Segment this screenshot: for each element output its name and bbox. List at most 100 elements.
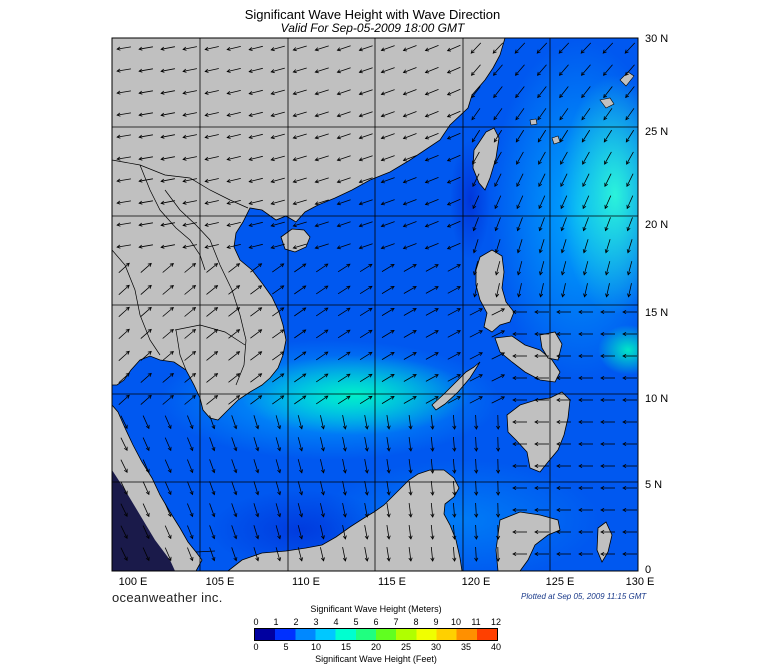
wave-arrow-shaft xyxy=(539,239,545,253)
wave-arrow-shaft xyxy=(253,547,259,561)
wave-arrow-head xyxy=(248,201,253,205)
wave-arrow-head xyxy=(277,513,282,518)
wave-arrow-head xyxy=(189,468,194,474)
wave-arrow-shaft xyxy=(515,64,525,76)
wave-arrow-head xyxy=(538,160,542,165)
wave-arrow-head xyxy=(578,507,583,513)
wave-arrow-shaft xyxy=(140,329,152,339)
wave-arrow-head xyxy=(516,227,521,232)
wave-arrow-shaft xyxy=(183,244,197,248)
wave-arrow-shaft xyxy=(408,437,412,451)
wave-arrow-head xyxy=(346,395,351,400)
wave-arrow-head xyxy=(336,91,341,96)
wave-arrow-head xyxy=(346,307,351,312)
wave-arrow-head xyxy=(138,222,143,227)
wave-arrow-shaft xyxy=(209,437,215,451)
wave-arrow-shaft xyxy=(294,351,306,361)
wave-maximum-ph-east xyxy=(598,325,638,375)
wave-arrow-head xyxy=(624,49,629,54)
wave-arrow-shaft xyxy=(315,67,329,73)
wave-arrow-head xyxy=(145,490,150,496)
wave-arrow-head xyxy=(321,469,325,474)
wave-arrow-head xyxy=(280,329,285,334)
wave-arrow-head xyxy=(496,425,501,430)
wave-arrow-head xyxy=(147,284,152,289)
wave-arrow-shaft xyxy=(337,133,351,139)
wave-arrow-head xyxy=(402,223,407,228)
wave-arrow-head xyxy=(314,91,319,96)
wave-arrow-head xyxy=(452,447,457,452)
wave-arrow-head xyxy=(169,350,174,355)
wave-arrow-shaft xyxy=(447,242,461,250)
wave-arrow-shaft xyxy=(403,111,417,117)
wave-arrow-shaft xyxy=(516,151,524,165)
wave-arrow-head xyxy=(342,447,347,452)
wave-arrow-shaft xyxy=(184,373,196,383)
wave-arrow-shaft xyxy=(162,307,174,317)
wave-arrow-head xyxy=(512,441,517,447)
wave-arrow-shaft xyxy=(161,134,175,138)
wave-arrow-shaft xyxy=(582,195,590,209)
wave-arrow-shaft xyxy=(293,133,307,139)
wave-arrow-head xyxy=(380,69,385,74)
wave-arrow-head xyxy=(625,138,630,143)
wave-arrow-head xyxy=(408,425,413,430)
wave-arrow-shaft xyxy=(293,221,307,227)
wave-arrow-shaft xyxy=(183,222,197,226)
wave-arrow-shaft xyxy=(228,329,240,339)
wave-arrow-shaft xyxy=(206,307,218,317)
wave-arrow-shaft xyxy=(275,437,281,451)
wave-arrow-shaft xyxy=(425,199,439,205)
wave-arrow-head xyxy=(478,308,483,312)
wave-arrow-head xyxy=(386,513,391,518)
wave-arrow-head xyxy=(539,271,543,276)
wave-arrow-head xyxy=(160,112,165,117)
wave-arrow-shaft xyxy=(294,329,306,339)
wave-arrow-shaft xyxy=(359,307,373,317)
wave-arrow-head xyxy=(578,397,583,403)
wave-arrow-head xyxy=(495,293,500,298)
wave-arrow-head xyxy=(191,262,197,267)
wave-arrow-shaft xyxy=(582,151,590,165)
wave-arrow-head xyxy=(302,307,307,312)
wave-arrow-head xyxy=(556,485,561,491)
wave-arrow-head xyxy=(336,135,341,140)
wave-arrow-shaft xyxy=(626,173,634,187)
wave-arrow-head xyxy=(280,351,285,356)
wave-arrow-shaft xyxy=(294,307,306,317)
wave-arrow-head xyxy=(452,425,457,430)
wave-arrow-shaft xyxy=(250,351,262,361)
wave-arrow-head xyxy=(412,330,417,334)
wave-arrow-shaft xyxy=(538,151,546,165)
wave-arrow-shaft xyxy=(315,45,329,51)
wave-arrow-head xyxy=(424,135,430,140)
wave-arrow-head xyxy=(424,69,430,74)
wave-arrow-shaft xyxy=(161,222,175,226)
wave-arrow-head xyxy=(380,113,385,118)
wave-arrow-head xyxy=(500,396,506,401)
wave-arrow-shaft xyxy=(605,217,611,231)
wave-arrow-head xyxy=(473,271,477,276)
wave-arrow-head xyxy=(478,396,483,400)
plotted-timestamp: Plotted at Sep 05, 2009 11:15 GMT xyxy=(521,592,647,601)
wave-arrow-head xyxy=(622,441,627,447)
wave-arrow-shaft xyxy=(161,200,175,204)
wave-arrow-head xyxy=(556,353,561,359)
wave-arrow-head xyxy=(292,157,297,162)
wave-arrow-shaft xyxy=(517,261,523,275)
wave-arrow-shaft xyxy=(183,134,197,138)
wave-arrow-shaft xyxy=(227,222,241,226)
wave-arrow-shaft xyxy=(142,459,150,473)
wave-arrow-shaft xyxy=(447,132,461,140)
wave-arrow-shaft xyxy=(381,352,395,360)
wave-arrow-shaft xyxy=(403,308,417,316)
wave-arrow-shaft xyxy=(473,239,479,253)
wave-arrow-shaft xyxy=(342,437,346,451)
wave-arrow-head xyxy=(324,285,329,290)
wave-arrow-shaft xyxy=(475,414,477,430)
wave-arrow-head xyxy=(622,507,627,513)
wave-arrow-shaft xyxy=(315,373,329,383)
land-sulawesi xyxy=(495,511,561,571)
wave-arrow-head xyxy=(534,331,539,337)
wave-arrow-shaft xyxy=(403,286,417,294)
